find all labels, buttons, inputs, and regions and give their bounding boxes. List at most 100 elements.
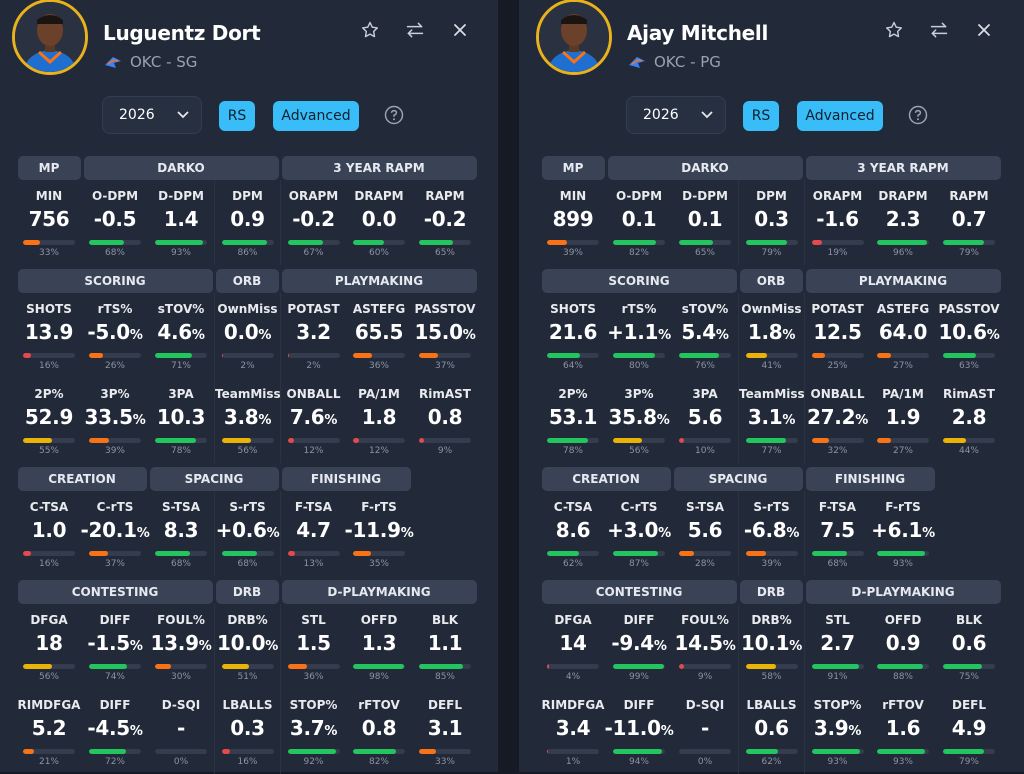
stat-value-number: +0.6 [215,518,267,542]
swap-arrows-icon[interactable] [404,19,426,41]
stat-value-number: 1.1 [427,631,463,655]
stats-grid: MP DARKO 3 YEAR RAPM MIN 899 39% O-DPM 0.1 82% D-… [540,152,1004,774]
percentile-bar [613,438,665,443]
percentile-bar [353,664,405,669]
percentile-bar [23,353,75,358]
percentile-label: 39% [104,446,125,456]
stat-value-unit: % [324,724,338,739]
stat-value-number: 13.9 [150,631,199,655]
season-select[interactable]: 2026 [102,96,202,134]
advanced-mode-toggle[interactable]: Advanced [797,101,883,131]
percentile-label: 93% [892,757,913,767]
favorite-star-icon[interactable] [883,19,905,41]
favorite-star-icon[interactable] [359,19,381,41]
stat-value-number: 7.6 [289,405,325,429]
percentile-bar [222,438,274,443]
season-select[interactable]: 2026 [626,96,726,134]
percentile-label: 44% [958,446,979,456]
stat-value: 18 [10,631,88,655]
percentile-label: 56% [628,446,649,456]
percentile-bar [877,749,929,754]
stat-value-number: +3.0 [607,518,659,542]
stat-label: ONBALL [810,387,865,401]
stat-label: ORAPM [812,189,863,203]
stat-offd: OFFD 0.9 88% [870,604,936,689]
percentile-bar-fill [23,438,52,443]
percentile-bar [89,438,141,443]
stat-label: RAPM [425,189,465,203]
stat-value-number: 10.3 [156,405,206,429]
stat-diff: DIFF -1.5% 74% [82,604,148,689]
help-icon[interactable] [384,105,404,125]
stat-value: 2.8 [930,405,1008,429]
stat-label: RAPM [949,189,989,203]
stat-teammiss: TeamMiss 3.1% 77% [738,378,805,463]
stat-value: 0.7 [930,207,1008,231]
percentile-label: 68% [237,559,258,569]
stat-orapm: ORAPM -1.6 19% [804,180,870,265]
stat-value: -11.9% [340,518,418,542]
stat-label: ASTEFG [876,302,930,316]
stat-label: RIMDFGA [541,698,605,712]
percentile-bar [288,749,340,754]
percentile-label: 19% [827,248,848,258]
percentile-label: 35% [368,559,389,569]
season-value: 2026 [643,107,679,123]
percentile-label: 68% [104,248,125,258]
stat-value: 12.5 [799,320,876,344]
stat-value: 0.9 [209,207,286,231]
percentile-bar-fill [943,664,982,669]
stat-value-number: 1.8 [361,405,397,429]
stat-rts: rTS% +1.1% 80% [606,293,672,378]
help-icon[interactable] [908,105,928,125]
stat-value: 53.1 [534,405,612,429]
stat-value: -9.4% [600,631,678,655]
stat-value: 3.7% [275,716,352,740]
percentile-label: 32% [827,446,848,456]
section-header-drb: DRB [739,580,803,604]
percentile-bar-fill [288,353,290,358]
close-icon[interactable] [449,19,471,41]
advanced-mode-toggle[interactable]: Advanced [273,101,359,131]
swap-arrows-icon[interactable] [928,19,950,41]
section-header-creation: CREATION [17,467,147,491]
percentile-bar-fill [155,551,191,556]
player-card-2: Ajay Mitchell OKC - PG 2026 RS Advanced … [519,0,1024,774]
stat-drb: DRB% 10.1% 58% [738,604,804,689]
stat-label: MIN [559,189,587,203]
stat-f-rts: F-rTS +6.1% 93% [870,491,936,576]
percentile-bar-fill [353,749,396,754]
stat-label: DPM [232,189,263,203]
stat-2p: 2P% 52.9 55% [16,378,82,463]
percentile-bar-fill [613,353,655,358]
stat-value-number: 5.6 [687,518,723,542]
percentile-bar [419,438,471,443]
percentile-label: 26% [104,361,125,371]
section-header-drb: DRB [215,580,279,604]
stat-value: 5.6 [666,405,744,429]
percentile-bar [23,664,75,669]
stat-onball: ONBALL 7.6% 12% [280,378,346,463]
stat-value: 3.1% [733,405,810,429]
percentile-bar-fill [547,240,568,245]
stat-passtov: PASSTOV 15.0% 37% [412,293,478,378]
stat-value-number: 10.6 [938,320,987,344]
percentile-bar [419,240,471,245]
percentile-bar-fill [353,664,404,669]
regular-season-toggle[interactable]: RS [743,101,779,131]
stat-drb: DRB% 10.0% 51% [214,604,280,689]
percentile-label: 36% [368,361,389,371]
stat-value-unit: % [129,639,143,654]
stat-value-number: 899 [552,207,594,231]
regular-season-toggle[interactable]: RS [219,101,255,131]
close-icon[interactable] [973,19,995,41]
stat-value-unit: % [191,328,205,343]
stat-value-unit: % [653,639,667,654]
percentile-label: 16% [237,757,258,767]
chevron-down-icon [701,111,713,119]
stat-label: O-DPM [91,189,139,203]
percentile-bar-fill [547,353,581,358]
stat-onball: ONBALL 27.2% 32% [804,378,870,463]
percentile-bar-fill [155,664,171,669]
percentile-label: 12% [368,446,389,456]
